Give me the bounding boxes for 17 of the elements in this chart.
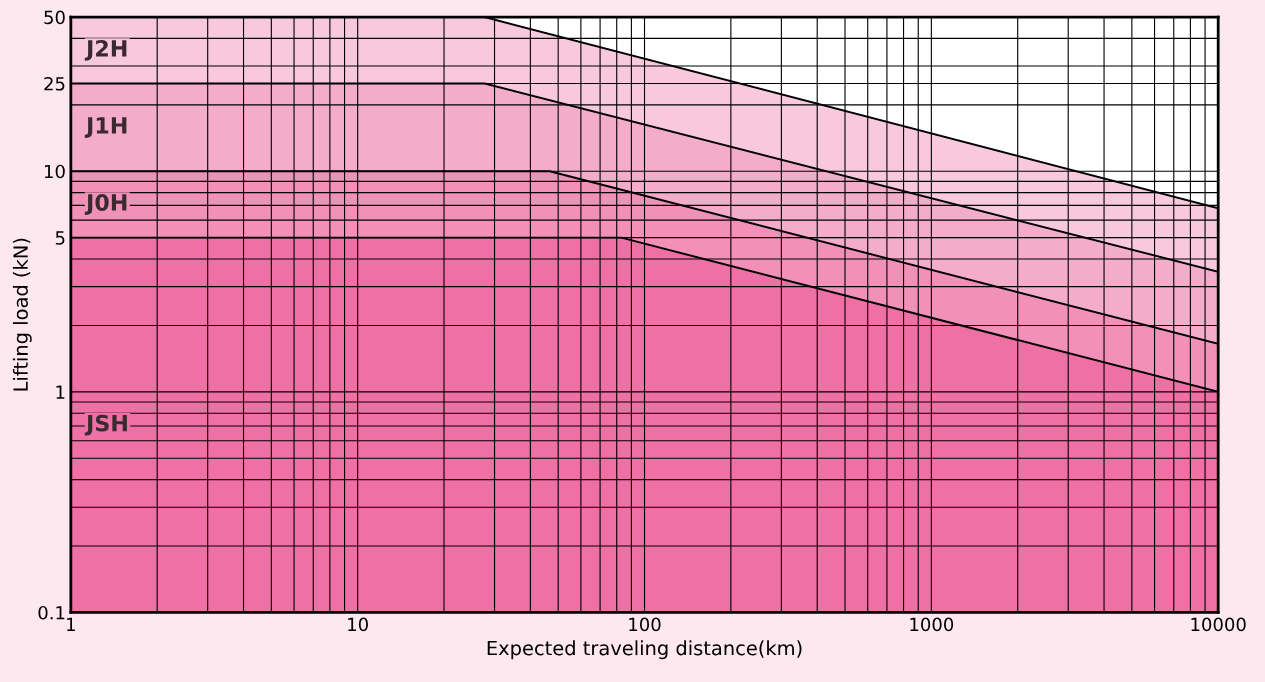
- y-tick-label: 1: [56, 385, 65, 399]
- y-tick-label: 25: [44, 76, 65, 91]
- series-label: J1H: [84, 117, 127, 138]
- x-tick-label: 10000: [1191, 617, 1246, 632]
- x-tick-label: 1: [67, 617, 75, 632]
- series-label: J0H: [84, 194, 127, 216]
- y-tick-label: 0.1: [38, 605, 65, 620]
- x-tick-label: 1000: [910, 617, 954, 632]
- y-axis-title: Lifting load (kN): [12, 238, 32, 391]
- series-label: JSH: [84, 414, 127, 436]
- x-axis-title: Expected traveling distance(km): [487, 640, 802, 660]
- y-tick-label: 50: [44, 10, 65, 25]
- x-tick-label: 10: [348, 617, 368, 632]
- x-tick-label: 100: [629, 617, 661, 632]
- y-tick-label: 10: [44, 164, 65, 179]
- series-label: J2H: [84, 39, 127, 61]
- y-tick-label: 5: [55, 231, 65, 245]
